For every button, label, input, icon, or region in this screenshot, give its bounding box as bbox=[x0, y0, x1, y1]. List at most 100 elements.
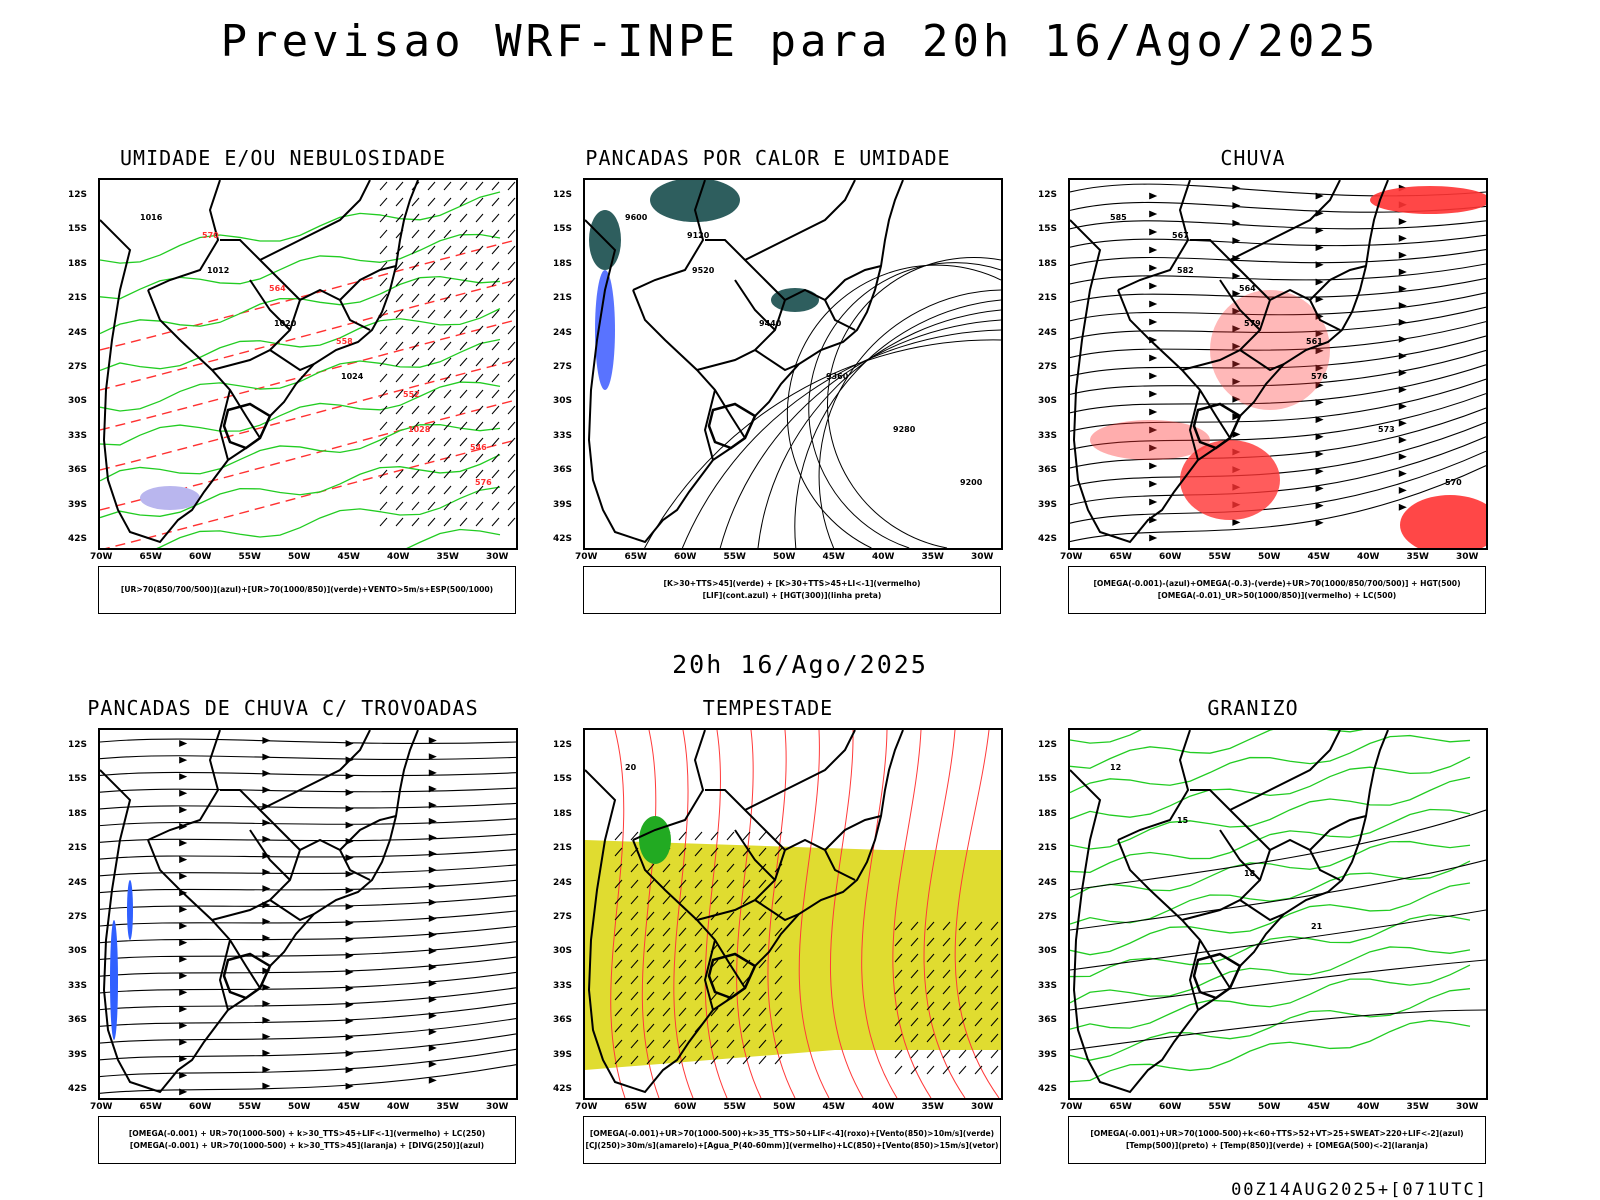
legend-line: [OMEGA(-0.001) + UR>70(1000-500) + k>30_… bbox=[128, 1129, 486, 1138]
panel-chuva: CHUVA 585 582 579 576 573 570 567 564 561 12S 15S 18… bbox=[1018, 146, 1488, 626]
lat-tick-label: 15S bbox=[68, 774, 88, 785]
panel-title: UMIDADE E/OU NEBULOSIDADE bbox=[119, 146, 447, 170]
panel-tempestade: TEMPESTADE 20 12S 15S 18S 21S 24S 27S 30S 33S 36S 3… bbox=[533, 696, 1003, 1176]
lat-tick-label: 30S bbox=[1038, 396, 1058, 407]
lon-tick-label: 40W bbox=[872, 1102, 895, 1112]
lon-tick-label: 70W bbox=[575, 552, 598, 562]
lat-tick-label: 30S bbox=[553, 946, 573, 957]
lat-tick-label: 24S bbox=[1038, 877, 1058, 888]
lat-tick-label: 39S bbox=[68, 499, 88, 510]
lon-tick-label: 55W bbox=[723, 552, 746, 562]
contour-label: 570 bbox=[1445, 478, 1462, 487]
lat-tick-label: 39S bbox=[68, 1049, 88, 1060]
coastline bbox=[1070, 180, 1389, 544]
lon-tick-label: 70W bbox=[1060, 1102, 1083, 1112]
lat-tick-label: 27S bbox=[553, 912, 573, 922]
lon-tick-label: 30W bbox=[486, 552, 509, 562]
legend-line: [UR>70(850/700/500)](azul)+[UR>70(1000/8… bbox=[120, 585, 494, 594]
lon-tick-label: 50W bbox=[773, 1102, 796, 1112]
panel-title: TEMPESTADE bbox=[702, 696, 834, 720]
legend-line: [OMEGA(-0.01)_UR>50(1000/850)](vermelho)… bbox=[1157, 591, 1397, 600]
lon-tick-label: 65W bbox=[139, 1102, 162, 1112]
lat-tick-label: 30S bbox=[68, 396, 88, 407]
contour-label: 570 bbox=[202, 231, 219, 240]
panel-pancadas-calor: PANCADAS POR CALOR E UMIDADE 9600 9520 9440… bbox=[533, 146, 1003, 626]
lon-tick-label: 30W bbox=[1456, 1102, 1479, 1112]
contour-label: 15 bbox=[1177, 816, 1189, 825]
contour-label: 20 bbox=[625, 763, 637, 772]
lat-tick-label: 39S bbox=[553, 499, 573, 510]
contour-label: 576 bbox=[475, 478, 492, 487]
panel-pancadas-trovoadas: PANCADAS DE CHUVA C/ TROVOADAS 12S 15S 18S 2… bbox=[48, 696, 518, 1176]
panel-legend: [OMEGA(-0.001) + UR>70(1000-500) + k>30_… bbox=[98, 1116, 516, 1164]
lon-tick-label: 45W bbox=[822, 1102, 845, 1112]
lon-tick-label: 60W bbox=[189, 552, 212, 562]
contour-label: 552 bbox=[403, 390, 420, 399]
coastline bbox=[100, 730, 419, 1094]
map-plot: 12 15 18 21 bbox=[1068, 728, 1488, 1100]
lon-tick-label: 40W bbox=[1357, 552, 1380, 562]
lat-tick-label: 12S bbox=[553, 740, 573, 750]
lat-tick-label: 36S bbox=[553, 465, 573, 476]
lat-tick-label: 27S bbox=[553, 362, 573, 372]
lon-tick-label: 45W bbox=[337, 552, 360, 562]
lon-tick-label: 40W bbox=[387, 1102, 410, 1112]
lat-tick-label: 21S bbox=[1038, 293, 1058, 304]
lon-tick-label: 40W bbox=[872, 552, 895, 562]
panel-legend: [K>30+TTS>45](verde) + [K>30+TTS>45+LI<-… bbox=[583, 566, 1001, 614]
lat-tick-label: 18S bbox=[553, 258, 573, 269]
lat-tick-label: 24S bbox=[553, 877, 573, 888]
lon-tick-label: 45W bbox=[1307, 552, 1330, 562]
lat-tick-label: 15S bbox=[68, 224, 88, 235]
legend-line: [OMEGA(-0.001)+UR>70(1000-500)+k>35_TTS>… bbox=[589, 1129, 995, 1138]
panel-granizo: GRANIZO 12 15 18 21 12S 15S 18S 21S 24S 27S 30S 33S 3… bbox=[1018, 696, 1488, 1176]
contour-label: 9280 bbox=[893, 425, 916, 434]
lat-tick-label: 27S bbox=[1038, 362, 1058, 372]
contour-label: 1028 bbox=[408, 425, 431, 434]
coastline bbox=[585, 180, 904, 544]
lat-tick-label: 21S bbox=[68, 293, 88, 304]
lon-tick-label: 60W bbox=[1159, 1102, 1182, 1112]
lon-tick-label: 35W bbox=[436, 552, 459, 562]
lat-tick-label: 24S bbox=[1038, 327, 1058, 338]
lat-tick-label: 42S bbox=[68, 1084, 88, 1094]
panel-legend: [UR>70(850/700/500)](azul)+[UR>70(1000/8… bbox=[98, 566, 516, 614]
lat-tick-label: 36S bbox=[68, 1015, 88, 1026]
lat-tick-label: 33S bbox=[553, 430, 573, 441]
contour-label: 9200 bbox=[960, 478, 983, 487]
map-plot: 585 582 579 576 573 570 567 564 561 bbox=[1068, 178, 1488, 550]
lat-tick-label: 33S bbox=[68, 980, 88, 991]
contour-label: 9360 bbox=[826, 372, 849, 381]
legend-line: [OMEGA(-0.001) + UR>70(1000-500) + k>30_… bbox=[129, 1141, 485, 1150]
contour-label: 546 bbox=[470, 443, 487, 452]
lon-tick-label: 40W bbox=[1357, 1102, 1380, 1112]
lon-tick-label: 45W bbox=[822, 552, 845, 562]
lat-tick-label: 33S bbox=[1038, 980, 1058, 991]
contour-label: 564 bbox=[269, 284, 286, 293]
map-plot bbox=[98, 728, 518, 1100]
lat-tick-label: 30S bbox=[68, 946, 88, 957]
lon-tick-label: 55W bbox=[238, 1102, 261, 1112]
lat-tick-label: 42S bbox=[553, 1084, 573, 1094]
lat-tick-label: 33S bbox=[553, 980, 573, 991]
contour-label: 1024 bbox=[341, 372, 364, 381]
lat-tick-label: 39S bbox=[1038, 1049, 1058, 1060]
lat-tick-label: 12S bbox=[68, 740, 88, 750]
lon-tick-label: 50W bbox=[1258, 1102, 1281, 1112]
lat-tick-label: 27S bbox=[68, 362, 88, 372]
lat-tick-label: 21S bbox=[553, 293, 573, 304]
contour-label: 558 bbox=[336, 337, 353, 346]
lon-tick-label: 60W bbox=[674, 1102, 697, 1112]
lon-tick-label: 45W bbox=[1307, 1102, 1330, 1112]
lat-tick-label: 30S bbox=[553, 396, 573, 407]
lat-tick-label: 39S bbox=[1038, 499, 1058, 510]
panel-title: PANCADAS DE CHUVA C/ TROVOADAS bbox=[87, 696, 479, 720]
contour-label: 21 bbox=[1311, 922, 1323, 931]
lon-tick-label: 45W bbox=[337, 1102, 360, 1112]
lon-tick-label: 60W bbox=[674, 552, 697, 562]
lat-tick-label: 33S bbox=[1038, 430, 1058, 441]
contour-label: 573 bbox=[1378, 425, 1395, 434]
legend-line: [LIF](cont.azul) + [HGT(300)](linha pret… bbox=[702, 591, 882, 600]
contour-label: 579 bbox=[1244, 319, 1261, 328]
panel-legend: [OMEGA(-0.001)+UR>70(1000-500)+k>35_TTS>… bbox=[583, 1116, 1001, 1164]
